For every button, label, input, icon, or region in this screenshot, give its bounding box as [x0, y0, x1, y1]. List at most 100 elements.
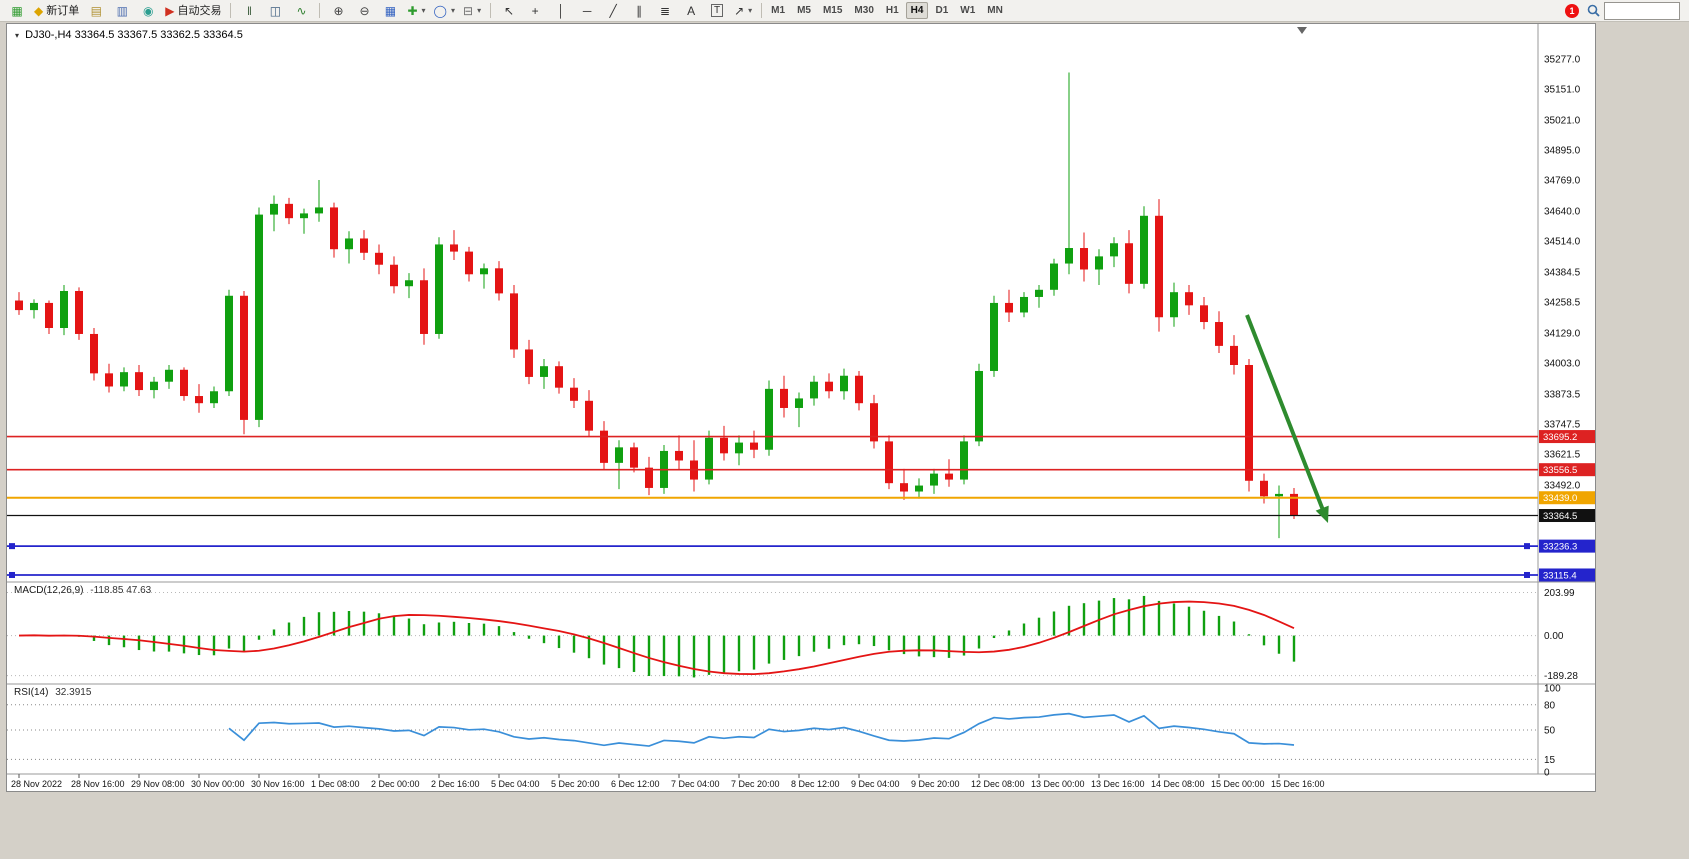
timeframe-mn[interactable]: MN: [987, 5, 1003, 16]
svg-text:34514.0: 34514.0: [1544, 237, 1581, 248]
zoom-out-button[interactable]: ⊖: [352, 2, 376, 20]
autotrading-button[interactable]: ▶ 自动交易: [162, 2, 224, 20]
svg-text:7 Dec 04:00: 7 Dec 04:00: [671, 779, 720, 789]
fibonacci-icon: ≣: [660, 3, 671, 18]
level-lines[interactable]: 33695.2 33556.5 33439.0 33364.5 33236.3 33115…: [7, 430, 1595, 582]
depth-of-market-icon: ▥: [116, 3, 128, 18]
macd-indicator-label: MACD(12,26,9) -118.85 47.63: [14, 585, 151, 596]
bar-chart-button[interactable]: ‖: [237, 2, 261, 20]
chart-canvas[interactable]: 35277.0 35151.0 35021.0 34895.0 34769.0 34640…: [7, 24, 1595, 791]
rsi-value: 32.3915: [55, 687, 92, 698]
rsi-grid: 100 80 50 15 0: [7, 684, 1561, 779]
svg-text:33492.0: 33492.0: [1544, 481, 1581, 492]
candlestick-series: [15, 72, 1298, 539]
svg-text:2 Dec 16:00: 2 Dec 16:00: [431, 779, 480, 789]
new-chart-button[interactable]: ▦: [5, 2, 29, 20]
new-order-button[interactable]: ◆ 新订单: [31, 2, 82, 20]
crosshair-icon: +: [531, 3, 539, 18]
toolbar: ▦ ◆ 新订单 ▤ ▥ ◉ ▶ 自动交易 ‖ ◫ ∿ ⊕ ⊖ ▦ ✚ ▾ ◯ ▾ ⊟ ▾ ↖ + │ ─ ╱ ∥ ≣ A T ↗ ▾ M1 M…: [0, 0, 1689, 22]
new-chart-icon: ▦: [11, 3, 23, 18]
svg-text:6 Dec 12:00: 6 Dec 12:00: [611, 779, 660, 789]
cursor-icon: ↖: [504, 3, 515, 18]
text-label-button[interactable]: T: [705, 2, 729, 20]
timeframe-m5[interactable]: M5: [797, 5, 811, 16]
indicators-button[interactable]: ✚ ▾: [404, 2, 428, 20]
price-axis[interactable]: 35277.0 35151.0 35021.0 34895.0 34769.0 34640…: [1544, 54, 1581, 491]
chart-symbol-period: DJ30-,H4: [25, 29, 72, 41]
svg-text:33621.5: 33621.5: [1544, 450, 1581, 461]
chart-profile-button[interactable]: ▤: [84, 2, 108, 20]
svg-text:15 Dec 16:00: 15 Dec 16:00: [1271, 779, 1325, 789]
svg-text:30 Nov 16:00: 30 Nov 16:00: [251, 779, 305, 789]
timeframe-d1[interactable]: D1: [935, 5, 949, 16]
svg-text:35151.0: 35151.0: [1544, 85, 1581, 96]
zoom-in-icon: ⊕: [333, 3, 344, 18]
timeframe-w1[interactable]: W1: [960, 5, 976, 16]
timeframe-m30[interactable]: M30: [854, 5, 874, 16]
horizontal-line-button[interactable]: ─: [575, 2, 599, 20]
pivot-line-price-tag: [1539, 491, 1595, 505]
vertical-line-button[interactable]: │: [549, 2, 573, 20]
objects-button[interactable]: ⊟ ▾: [460, 2, 484, 20]
cursor-button[interactable]: ↖: [497, 2, 521, 20]
svg-text:12 Dec 08:00: 12 Dec 08:00: [971, 779, 1025, 789]
autotrading-button-label: 自动交易: [177, 4, 222, 17]
chart-ohlc-values: 33364.5 33367.5 33362.5 33364.5: [74, 29, 243, 41]
timeframe-h1[interactable]: H1: [885, 5, 899, 16]
svg-text:34640.0: 34640.0: [1544, 207, 1581, 218]
candlestick-chart-button[interactable]: ◫: [263, 2, 287, 20]
svg-text:14 Dec 08:00: 14 Dec 08:00: [1151, 779, 1205, 789]
text-button[interactable]: A: [679, 2, 703, 20]
svg-text:34003.0: 34003.0: [1544, 359, 1581, 370]
svg-text:34895.0: 34895.0: [1544, 146, 1581, 157]
cycles-button[interactable]: ◯ ▾: [431, 2, 458, 20]
support-line-price-tag: [1539, 568, 1595, 582]
panel-frame: [7, 24, 1595, 775]
line-chart-button[interactable]: ∿: [289, 2, 313, 20]
macd-values: -118.85 47.63: [90, 585, 152, 596]
search-icon: [1587, 4, 1600, 17]
chart-shift-marker-icon[interactable]: [1297, 27, 1307, 34]
svg-text:33556.5: 33556.5: [1543, 465, 1577, 476]
toolbar-separator: [319, 3, 321, 18]
trend-arrow[interactable]: [1245, 314, 1326, 514]
svg-text:203.99: 203.99: [1544, 588, 1575, 599]
cycles-icon: ◯: [433, 3, 447, 18]
annotations[interactable]: [1245, 314, 1329, 523]
timeframe-m1[interactable]: M1: [771, 5, 786, 16]
rsi-name: RSI(14): [14, 687, 49, 698]
vertical-line-icon: │: [557, 3, 565, 18]
macd-grid: 203.99 0.00 -189.28: [7, 588, 1578, 682]
zoom-in-button[interactable]: ⊕: [326, 2, 350, 20]
svg-text:30 Nov 00:00: 30 Nov 00:00: [191, 779, 245, 789]
candlestick-chart-icon: ◫: [269, 3, 282, 18]
new-order-icon: ◆: [34, 3, 44, 18]
svg-text:9 Dec 20:00: 9 Dec 20:00: [911, 779, 960, 789]
trendline-button[interactable]: ╱: [601, 2, 625, 20]
channel-button[interactable]: ∥: [627, 2, 651, 20]
svg-text:34129.0: 34129.0: [1544, 329, 1581, 340]
timeframe-h4[interactable]: H4: [905, 2, 929, 19]
svg-text:15 Dec 00:00: 15 Dec 00:00: [1211, 779, 1265, 789]
horizontal-line-icon: ─: [582, 3, 592, 18]
metaquotes-button[interactable]: ◉: [136, 2, 160, 20]
arrows-icon: ↗: [734, 3, 745, 18]
svg-text:1 Dec 08:00: 1 Dec 08:00: [311, 779, 360, 789]
time-axis[interactable]: 28 Nov 2022 28 Nov 16:00 29 Nov 08:00 30 No…: [11, 774, 1325, 789]
arrows-button[interactable]: ↗ ▾: [731, 2, 755, 20]
macd-name: MACD(12,26,9): [14, 585, 84, 596]
fibonacci-button[interactable]: ≣: [653, 2, 677, 20]
crosshair-button[interactable]: +: [523, 2, 547, 20]
toolbar-separator: [230, 3, 232, 18]
tile-windows-button[interactable]: ▦: [378, 2, 402, 20]
depth-of-market-button[interactable]: ▥: [110, 2, 134, 20]
search-input[interactable]: [1604, 1, 1680, 20]
notification-badge[interactable]: 1: [1565, 3, 1579, 18]
chevron-down-icon: ▾: [477, 5, 482, 15]
current-price-line-price-tag: [1539, 509, 1595, 523]
svg-text:33115.4: 33115.4: [1543, 570, 1577, 581]
chart-title-collapse-icon: ▾: [15, 31, 20, 40]
svg-text:34384.5: 34384.5: [1544, 268, 1581, 279]
timeframe-m15[interactable]: M15: [822, 5, 843, 16]
svg-text:80: 80: [1544, 700, 1556, 711]
